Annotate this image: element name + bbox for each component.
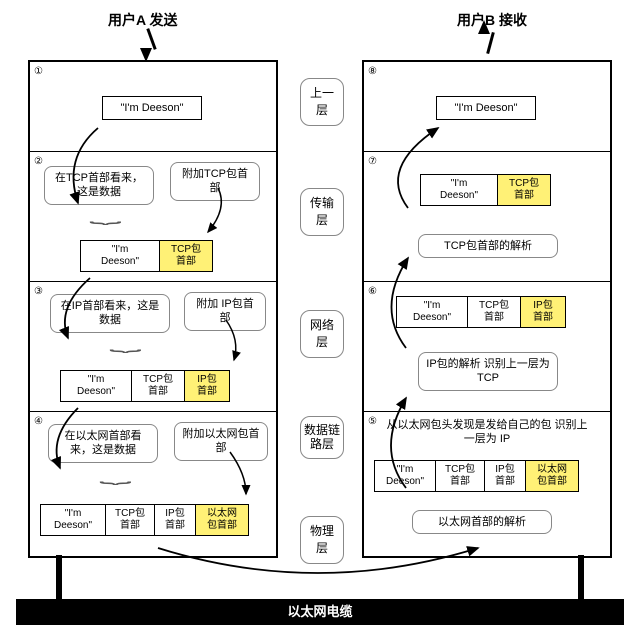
r7-note: TCP包首部的解析 [418,234,558,258]
s4-seg-eth: 以太网包首部 [195,504,249,536]
recv-section-6: ⑥ "I'mDeeson" TCP包首部 IP包首部 IP包的解析 识别上一层为… [364,282,610,412]
send-section-2: ② 在TCP首部看来，这是数据 附加TCP包首部 ⏟ "I'mDeeson" T… [30,152,276,282]
title-userB: 用户B 接收 [457,10,527,30]
send-section-1: ① "I'm Deeson" [30,62,276,152]
num-5: ⑤ [368,416,377,427]
title-userA: 用户A 发送 [108,10,177,30]
vbar-right [578,555,584,603]
s4-seg-data: "I'mDeeson" [40,504,106,536]
layer-datalink: 数据链路层 [300,416,344,459]
s3-seg-ip: IP包首部 [184,370,230,402]
arrow-b-head [478,20,490,34]
s2-seg-data: "I'mDeeson" [80,240,160,272]
recv-section-7: ⑦ "I'mDeeson" TCP包首部 TCP包首部的解析 [364,152,610,282]
r5-seg-tcp: TCP包首部 [435,460,485,492]
num-6: ⑥ [368,286,377,297]
num-1: ① [34,66,43,77]
vbar-left [56,555,62,603]
r8-data: "I'm Deeson" [436,96,536,120]
num-4: ④ [34,416,43,427]
recv-column: ⑧ "I'm Deeson" ⑦ "I'mDeeson" TCP包首部 TCP包… [362,60,612,558]
send-column: ① "I'm Deeson" ② 在TCP首部看来，这是数据 附加TCP包首部 … [28,60,278,558]
r7-segments: "I'mDeeson" TCP包首部 [420,174,551,206]
send-section-4: ④ 在以太网首部看来，这是数据 附加以太网包首部 ⏟ "I'mDeeson" T… [30,412,276,556]
r6-seg-tcp: TCP包首部 [467,296,521,328]
s3-note: 在IP首部看来，这是数据 [50,294,170,333]
recv-section-8: ⑧ "I'm Deeson" [364,62,610,152]
s3-seg-data: "I'mDeeson" [60,370,132,402]
s4-note: 在以太网首部看来，这是数据 [48,424,158,463]
r5-parse: 以太网首部的解析 [412,510,552,534]
layer-network: 网络层 [300,310,344,358]
layer-physical: 物理层 [300,516,344,564]
num-2: ② [34,156,43,167]
num-3: ③ [34,286,43,297]
s3-attach: 附加 IP包首部 [184,292,266,331]
r7-seg-tcp: TCP包首部 [497,174,551,206]
s1-data: "I'm Deeson" [102,96,202,120]
r5-seg-ip: IP包首部 [484,460,526,492]
r5-seg-data: "I'mDeeson" [374,460,436,492]
diagram-container: 用户A 发送 用户B 接收 ① "I'm Deeson" ② 在TCP首部看来，… [8,8,632,635]
r5-segments: "I'mDeeson" TCP包首部 IP包首部 以太网包首部 [374,460,579,492]
s2-segments: "I'mDeeson" TCP包首部 [80,240,213,272]
r5-note: 从以太网包头发现是发给自己的包 识别上一层为 IP [382,418,592,447]
s2-brace: ⏟ [89,204,121,225]
send-section-3: ③ 在IP首部看来，这是数据 附加 IP包首部 ⏟ "I'mDeeson" TC… [30,282,276,412]
s2-seg-tcp: TCP包首部 [159,240,213,272]
s4-brace: ⏟ [99,464,131,485]
r6-segments: "I'mDeeson" TCP包首部 IP包首部 [396,296,566,328]
ethernet-cable: 以太网电缆 [16,599,624,625]
s4-attach: 附加以太网包首部 [174,422,268,461]
s4-seg-tcp: TCP包首部 [105,504,155,536]
s3-brace: ⏟ [109,332,141,353]
r6-seg-data: "I'mDeeson" [396,296,468,328]
arrow-a-stem [146,28,156,50]
recv-section-5: ⑤ 从以太网包头发现是发给自己的包 识别上一层为 IP "I'mDeeson" … [364,412,610,556]
r7-seg-data: "I'mDeeson" [420,174,498,206]
s3-segments: "I'mDeeson" TCP包首部 IP包首部 [60,370,230,402]
layer-upper: 上一层 [300,78,344,126]
arrow-b-stem [486,32,495,54]
num-8: ⑧ [368,66,377,77]
r6-note: IP包的解析 识别上一层为TCP [418,352,558,391]
s4-seg-ip: IP包首部 [154,504,196,536]
layer-transport: 传输层 [300,188,344,236]
s4-segments: "I'mDeeson" TCP包首部 IP包首部 以太网包首部 [40,504,249,536]
num-7: ⑦ [368,156,377,167]
s3-seg-tcp: TCP包首部 [131,370,185,402]
r5-seg-eth: 以太网包首部 [525,460,579,492]
s2-note: 在TCP首部看来，这是数据 [44,166,154,205]
r6-seg-ip: IP包首部 [520,296,566,328]
s2-attach: 附加TCP包首部 [170,162,260,201]
